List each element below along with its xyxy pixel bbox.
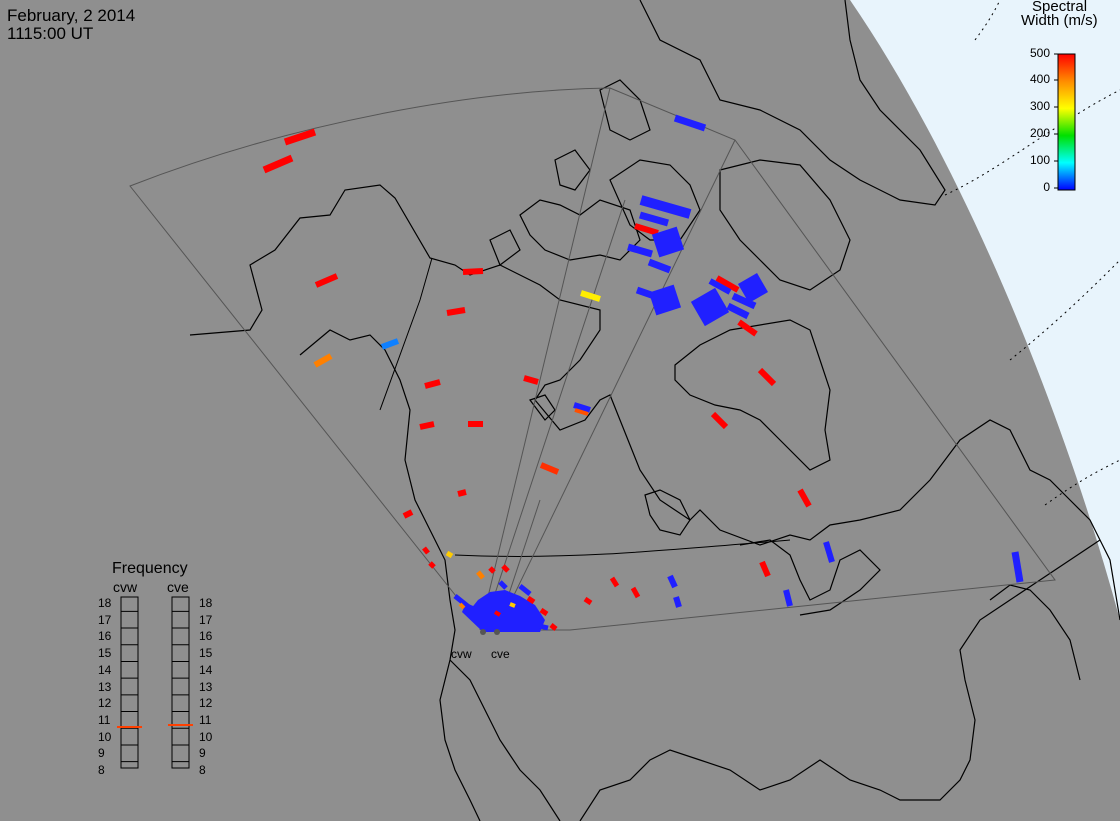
colorbar <box>1054 53 1076 191</box>
colorbar-tick: 400 <box>1029 72 1050 86</box>
site-label-cve: cve <box>491 647 510 661</box>
colorbar-title-line2: Width (m/s) <box>1021 12 1098 29</box>
frequency-tick-right: 8 <box>199 763 206 777</box>
frequency-tick-left: 17 <box>98 612 112 627</box>
frequency-tick-left: 10 <box>98 729 112 744</box>
gauge-cve-label: cve <box>167 579 189 595</box>
frequency-tick-left: 14 <box>98 662 112 677</box>
frequency-tick-left: 8 <box>98 763 105 777</box>
frequency-tick-right: 10 <box>199 729 213 744</box>
frequency-tick-left: 16 <box>98 629 112 644</box>
borders <box>379 257 791 558</box>
frequency-tick-left: 13 <box>98 679 112 694</box>
frequency-tick-right: 9 <box>199 746 206 761</box>
frequency-tick-right: 15 <box>199 646 213 661</box>
frequency-tick-right: 12 <box>199 696 213 711</box>
fov-outlines <box>129 87 1056 631</box>
gauge-cvw-label: cvw <box>113 579 138 595</box>
frequency-title: Frequency <box>112 560 188 577</box>
latitude-grid <box>944 0 1120 506</box>
colorbar-tick: 300 <box>1029 99 1050 113</box>
frequency-gauges <box>117 596 193 769</box>
frequency-tick-left: 15 <box>98 646 112 661</box>
backscatter-cells <box>262 114 1024 608</box>
colorbar-tick: 200 <box>1029 126 1050 140</box>
frequency-tick-right: 16 <box>199 629 213 644</box>
frequency-tick-left: 18 <box>98 596 112 610</box>
frequency-tick-left: 9 <box>98 746 105 761</box>
colorbar-tick: 500 <box>1029 46 1050 60</box>
colorbar-tick: 0 <box>1043 180 1050 194</box>
colorbar-tick: 100 <box>1029 153 1050 167</box>
frequency-tick-right: 13 <box>199 679 213 694</box>
date-label: February, 2 2014 <box>7 6 136 25</box>
frequency-tick-left: 11 <box>98 712 111 727</box>
near-range-cluster <box>422 546 558 635</box>
coastlines <box>189 0 1120 821</box>
frequency-tick-left: 12 <box>98 696 112 711</box>
colorbar-title-line1: Spectral <box>1032 0 1088 15</box>
frequency-tick-right: 17 <box>199 612 213 627</box>
frequency-tick-right: 18 <box>199 596 213 610</box>
frequency-tick-right: 14 <box>199 662 213 677</box>
time-label: 1115:00 UT <box>7 24 94 43</box>
frequency-tick-right: 11 <box>199 712 212 727</box>
site-label-cvw: cvw <box>451 647 472 661</box>
